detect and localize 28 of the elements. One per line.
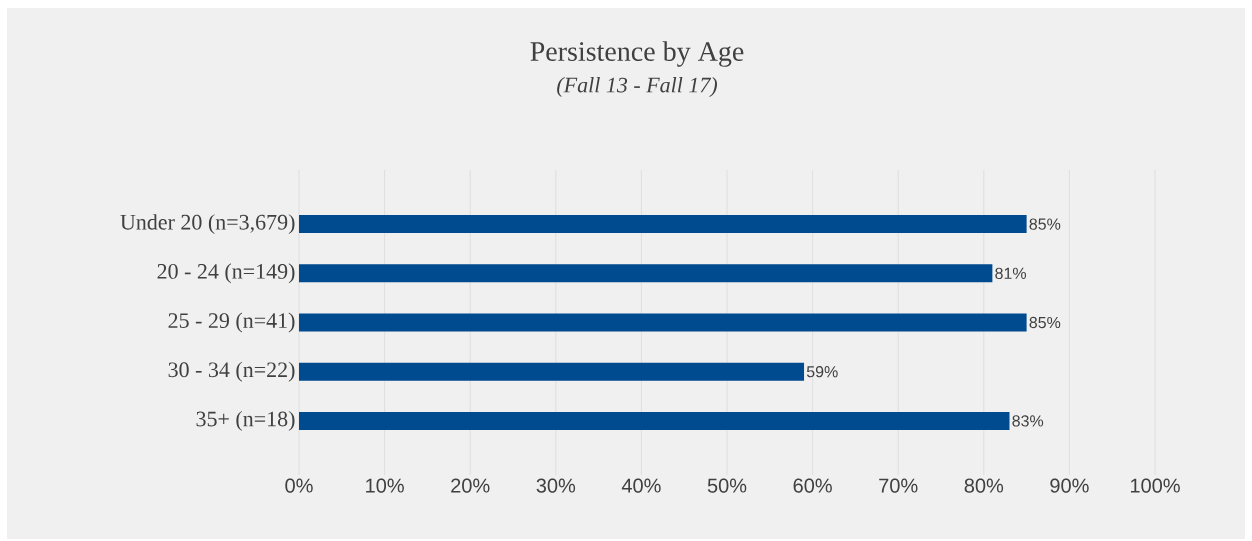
data-label: 81%	[995, 267, 1027, 279]
x-tick-label: 20%	[451, 478, 490, 493]
y-tick-label: 35+ (n=18)	[196, 410, 295, 431]
bar	[299, 411, 1010, 430]
data-label: 59%	[806, 366, 838, 378]
chart-title: Persistence by Age	[530, 41, 744, 67]
bar	[299, 362, 805, 381]
x-tick-label: 100%	[1130, 478, 1180, 493]
x-tick-label: 30%	[536, 478, 576, 493]
y-tick-label: 30 - 34 (n=22)	[168, 361, 295, 382]
x-tick-label: 70%	[879, 478, 918, 493]
x-tick-label: 60%	[793, 478, 832, 493]
y-tick-label: Under 20 (n=3,679)	[120, 214, 295, 235]
chart-subtitle: (Fall 13 - Fall 17)	[557, 77, 718, 97]
x-tick-label: 90%	[1050, 478, 1089, 493]
data-label: 85%	[1029, 316, 1061, 329]
x-tick-label: 10%	[366, 478, 404, 493]
x-tick-label: 50%	[707, 478, 747, 493]
bar	[299, 313, 1027, 332]
y-tick-label: 25 - 29 (n=41)	[168, 312, 295, 333]
bar	[299, 264, 993, 283]
x-tick-label: 80%	[964, 478, 1004, 493]
y-tick-label: 20 - 24 (n=149)	[157, 263, 295, 284]
x-tick-label: 40%	[621, 478, 661, 493]
bar	[299, 215, 1027, 234]
data-label: 83%	[1012, 415, 1044, 427]
data-label: 85%	[1029, 218, 1061, 230]
x-tick-label: 0%	[285, 478, 313, 493]
